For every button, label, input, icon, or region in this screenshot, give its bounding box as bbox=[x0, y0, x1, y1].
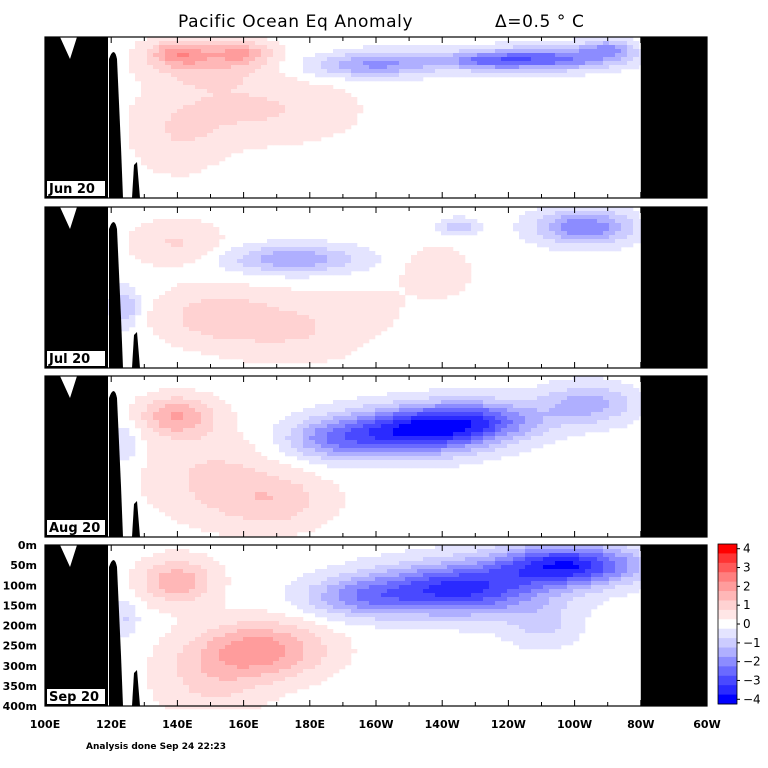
island-120e bbox=[109, 560, 123, 706]
colorbar-swatch bbox=[718, 619, 737, 630]
colorbar-swatch bbox=[718, 685, 737, 695]
panel-month-label: Jun 20 bbox=[48, 182, 95, 197]
month-label-box bbox=[47, 520, 105, 535]
east-landmass bbox=[640, 376, 707, 537]
colorbar-swatch bbox=[718, 581, 737, 592]
colorbar-tick-label: −1 bbox=[743, 636, 761, 650]
y-tick-label: 100m bbox=[3, 579, 37, 592]
colorbar-swatch bbox=[718, 562, 737, 573]
colorbar-tick-label: 0 bbox=[743, 617, 751, 631]
colorbar-tick-label: −4 bbox=[743, 692, 761, 706]
west-landmass bbox=[45, 376, 108, 537]
colorbar-tick-label: 4 bbox=[743, 542, 751, 556]
island-128e bbox=[132, 332, 140, 368]
y-axis: 0m 50m 100m 150m 200m 250m 300m 350m 400m bbox=[3, 539, 37, 713]
colorbar-swatch bbox=[718, 656, 737, 667]
east-landmass bbox=[640, 207, 707, 368]
y-tick-label: 200m bbox=[3, 620, 37, 633]
x-tick-label: 60W bbox=[693, 718, 720, 731]
island-120e bbox=[109, 391, 123, 537]
east-landmass bbox=[640, 545, 707, 706]
colorbar-tick-label: −3 bbox=[743, 673, 761, 687]
panels: Jun 20 Jul 20 Aug 20 Sep 20 bbox=[44, 36, 708, 710]
x-tick-label: 180E bbox=[295, 718, 325, 731]
analysis-timestamp: Analysis done Sep 24 22:23 bbox=[86, 742, 226, 752]
y-tick-label: 350m bbox=[3, 680, 37, 693]
x-tick-label: 120E bbox=[96, 718, 126, 731]
island-120e bbox=[109, 222, 123, 368]
colorbar-swatch bbox=[718, 675, 737, 686]
x-tick-label: 100W bbox=[557, 718, 592, 731]
island-128e bbox=[132, 501, 140, 537]
anomaly-field bbox=[105, 207, 670, 364]
panel-ticks bbox=[44, 36, 708, 199]
island-128e bbox=[132, 670, 140, 706]
x-axis: 100E 120E 140E 160E 180E 160W 140W 120W 100W 80W 6… bbox=[30, 718, 721, 731]
x-tick-label: 160E bbox=[228, 718, 258, 731]
panel-jul-20: Jul 20 bbox=[44, 206, 708, 369]
y-tick-label: 400m bbox=[3, 700, 37, 713]
y-tick-label: 150m bbox=[3, 599, 37, 612]
panel-ticks bbox=[44, 206, 708, 369]
colorbar-swatch bbox=[718, 609, 737, 620]
west-landmass bbox=[45, 37, 108, 198]
colorbar-swatch bbox=[718, 572, 737, 583]
contour-interval-label: Δ=0.5 ° C bbox=[495, 12, 585, 32]
west-landmass bbox=[45, 207, 108, 368]
panel-sep-20: Sep 20 bbox=[44, 544, 708, 710]
anomaly-field bbox=[129, 37, 670, 178]
panel-month-label: Jul 20 bbox=[48, 352, 90, 367]
panel-ticks bbox=[44, 375, 708, 538]
x-tick-label: 100E bbox=[30, 718, 60, 731]
month-label-box bbox=[47, 689, 105, 704]
y-tick-label: 250m bbox=[3, 640, 37, 653]
x-tick-label: 140W bbox=[425, 718, 460, 731]
y-tick-label: 0m bbox=[18, 539, 37, 552]
colorbar-swatch bbox=[718, 544, 737, 554]
island-120e bbox=[109, 52, 123, 198]
panel-month-label: Sep 20 bbox=[49, 690, 99, 705]
chart-title: Pacific Ocean Eq Anomaly bbox=[178, 12, 413, 32]
panel-jun-20: Jun 20 bbox=[44, 36, 708, 199]
colorbar-swatch bbox=[718, 666, 737, 677]
west-landmass bbox=[45, 545, 108, 706]
east-landmass bbox=[640, 37, 707, 198]
anomaly-field bbox=[111, 545, 682, 710]
colorbar-swatch bbox=[718, 600, 737, 611]
colorbar-tick-label: −2 bbox=[743, 655, 761, 669]
colorbar-swatch bbox=[718, 553, 737, 564]
panel-ticks bbox=[44, 544, 708, 707]
colorbar-swatch bbox=[718, 638, 737, 648]
panel-aug-20: Aug 20 bbox=[44, 375, 708, 538]
colorbar-swatch bbox=[718, 647, 737, 658]
x-tick-label: 140E bbox=[162, 718, 192, 731]
panel-month-label: Aug 20 bbox=[49, 521, 100, 536]
x-tick-label: 120W bbox=[491, 718, 526, 731]
y-tick-label: 50m bbox=[10, 559, 37, 572]
colorbar-tick-label: 3 bbox=[743, 561, 751, 575]
island-128e bbox=[132, 162, 140, 198]
anomaly-field bbox=[111, 376, 670, 537]
colorbar-tick-label: 1 bbox=[743, 598, 751, 612]
colorbar: 4 3 2 1 0 −1 −2 −3 −4 bbox=[717, 542, 761, 706]
month-label-box bbox=[47, 181, 105, 196]
colorbar-tick-label: 2 bbox=[743, 579, 751, 593]
month-label-box bbox=[47, 351, 105, 366]
x-tick-label: 80W bbox=[627, 718, 654, 731]
colorbar-swatch bbox=[718, 694, 737, 705]
colorbar-swatch bbox=[718, 628, 737, 639]
x-tick-label: 160W bbox=[358, 718, 393, 731]
y-tick-label: 300m bbox=[3, 660, 37, 673]
colorbar-swatch bbox=[718, 591, 737, 601]
